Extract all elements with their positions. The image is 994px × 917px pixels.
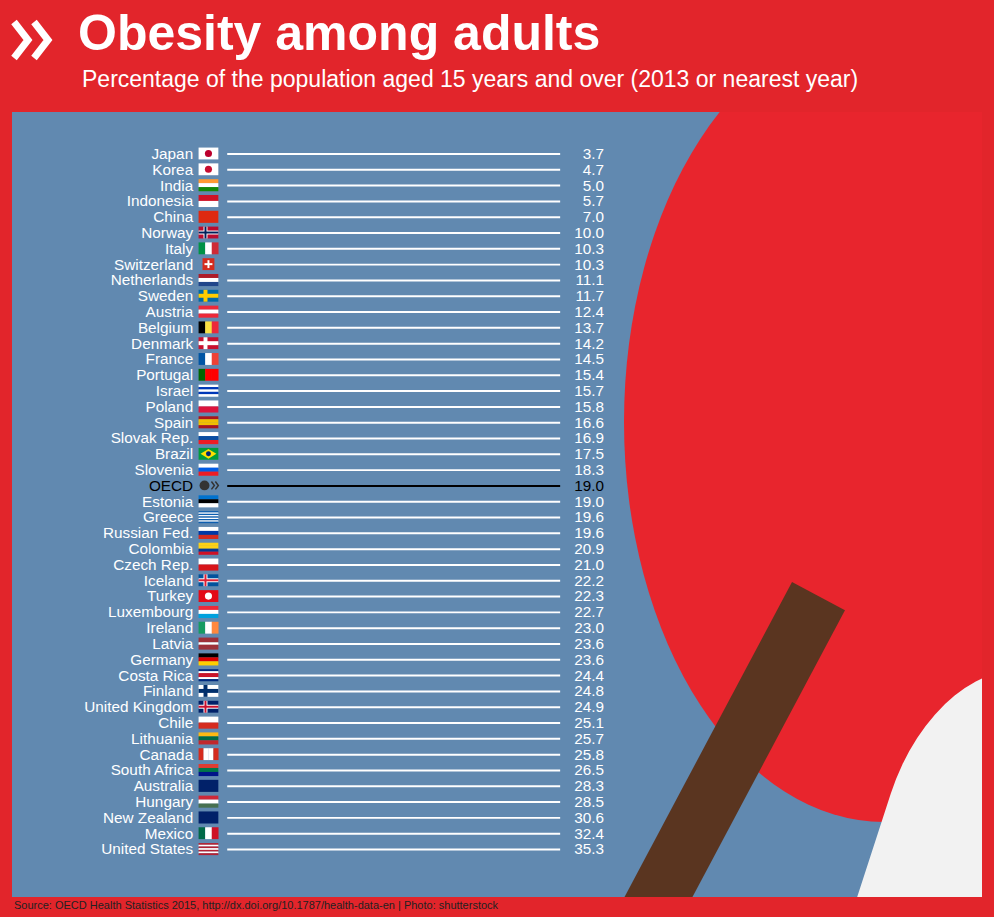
svg-text:Luxembourg: Luxembourg: [108, 603, 193, 620]
svg-text:Iceland: Iceland: [144, 572, 193, 589]
svg-text:35.3: 35.3: [574, 840, 604, 857]
svg-text:Canada: Canada: [140, 746, 194, 763]
svg-text:15.8: 15.8: [574, 398, 604, 415]
svg-text:22.3: 22.3: [574, 587, 604, 604]
svg-text:Belgium: Belgium: [138, 319, 193, 336]
svg-text:22.2: 22.2: [574, 572, 604, 589]
svg-text:32.4: 32.4: [574, 825, 604, 842]
svg-text:Turkey: Turkey: [147, 587, 194, 604]
svg-text:14.2: 14.2: [574, 335, 604, 352]
svg-text:France: France: [146, 350, 194, 367]
svg-text:16.6: 16.6: [574, 414, 604, 431]
svg-text:United States: United States: [101, 840, 193, 857]
svg-text:Russian Fed.: Russian Fed.: [103, 524, 193, 541]
svg-text:5.0: 5.0: [583, 176, 604, 193]
svg-text:10.0: 10.0: [574, 224, 604, 241]
svg-text:24.9: 24.9: [574, 698, 604, 715]
svg-text:South Africa: South Africa: [111, 761, 194, 778]
svg-text:23.6: 23.6: [574, 651, 604, 668]
svg-text:Brazil: Brazil: [155, 445, 193, 462]
svg-text:19.0: 19.0: [574, 477, 604, 494]
svg-text:28.3: 28.3: [574, 777, 604, 794]
svg-text:Switzerland: Switzerland: [114, 256, 193, 273]
svg-text:Finland: Finland: [143, 682, 193, 699]
svg-text:15.7: 15.7: [574, 382, 604, 399]
svg-text:Australia: Australia: [134, 777, 194, 794]
svg-text:Spain: Spain: [154, 414, 193, 431]
svg-text:Norway: Norway: [141, 224, 193, 241]
svg-text:15.4: 15.4: [574, 366, 604, 383]
svg-text:Japan: Japan: [151, 145, 193, 162]
svg-text:India: India: [160, 176, 194, 193]
svg-text:Hungary: Hungary: [135, 793, 193, 810]
svg-text:United Kingdom: United Kingdom: [84, 698, 193, 715]
svg-text:25.8: 25.8: [574, 746, 604, 763]
svg-text:25.7: 25.7: [574, 730, 604, 747]
svg-text:New Zealand: New Zealand: [103, 809, 193, 826]
svg-text:Ireland: Ireland: [146, 619, 193, 636]
svg-text:11.7: 11.7: [575, 287, 604, 304]
svg-text:5.7: 5.7: [583, 192, 604, 209]
svg-text:Germany: Germany: [130, 651, 193, 668]
svg-text:11.1: 11.1: [575, 271, 604, 288]
svg-text:7.0: 7.0: [583, 208, 604, 225]
svg-text:Sweden: Sweden: [138, 287, 193, 304]
svg-text:19.6: 19.6: [574, 508, 604, 525]
svg-text:Greece: Greece: [143, 508, 193, 525]
svg-text:Lithuania: Lithuania: [131, 730, 194, 747]
svg-text:Israel: Israel: [156, 382, 193, 399]
svg-text:20.9: 20.9: [574, 540, 604, 557]
svg-text:Slovenia: Slovenia: [134, 461, 193, 478]
svg-text:17.5: 17.5: [574, 445, 604, 462]
svg-text:23.6: 23.6: [574, 635, 604, 652]
svg-text:Latvia: Latvia: [152, 635, 193, 652]
svg-text:OECD: OECD: [149, 477, 193, 494]
svg-text:Korea: Korea: [152, 161, 193, 178]
svg-text:4.7: 4.7: [583, 161, 604, 178]
svg-text:3.7: 3.7: [583, 145, 604, 162]
svg-text:Denmark: Denmark: [131, 335, 193, 352]
svg-text:24.8: 24.8: [574, 682, 604, 699]
html-text:Source: OECD Health Statistics: Source: OECD Health Statistics 2015, htt…: [14, 899, 499, 911]
svg-text:Italy: Italy: [165, 240, 193, 257]
svg-text:21.0: 21.0: [574, 556, 604, 573]
svg-text:13.7: 13.7: [574, 319, 604, 336]
svg-text:Costa Rica: Costa Rica: [118, 667, 193, 684]
svg-text:Austria: Austria: [146, 303, 194, 320]
svg-text:14.5: 14.5: [574, 350, 604, 367]
svg-text:10.3: 10.3: [574, 240, 604, 257]
svg-text:19.0: 19.0: [574, 493, 604, 510]
svg-text:Poland: Poland: [146, 398, 194, 415]
svg-text:12.4: 12.4: [574, 303, 604, 320]
svg-text:28.5: 28.5: [574, 793, 604, 810]
svg-text:Chile: Chile: [158, 714, 193, 731]
svg-text:Netherlands: Netherlands: [111, 271, 194, 288]
svg-text:Mexico: Mexico: [145, 825, 193, 842]
svg-text:18.3: 18.3: [574, 461, 604, 478]
svg-text:19.6: 19.6: [574, 524, 604, 541]
svg-text:25.1: 25.1: [574, 714, 604, 731]
html-text:Percentage of the population a: Percentage of the population aged 15 yea…: [82, 66, 859, 92]
svg-text:China: China: [153, 208, 193, 225]
svg-text:23.0: 23.0: [574, 619, 604, 636]
svg-text:22.7: 22.7: [574, 603, 604, 620]
svg-text:24.4: 24.4: [574, 667, 604, 684]
svg-text:Czech Rep.: Czech Rep.: [113, 556, 193, 573]
svg-text:Slovak Rep.: Slovak Rep.: [111, 429, 193, 446]
svg-text:Indonesia: Indonesia: [127, 192, 194, 209]
svg-text:30.6: 30.6: [574, 809, 604, 826]
svg-text:Estonia: Estonia: [142, 493, 194, 510]
svg-text:10.3: 10.3: [574, 256, 604, 273]
svg-text:26.5: 26.5: [574, 761, 604, 778]
html-text:Obesity among adults: Obesity among adults: [78, 5, 601, 61]
svg-text:Colombia: Colombia: [129, 540, 194, 557]
svg-text:Portugal: Portugal: [136, 366, 193, 383]
svg-text:16.9: 16.9: [574, 429, 604, 446]
